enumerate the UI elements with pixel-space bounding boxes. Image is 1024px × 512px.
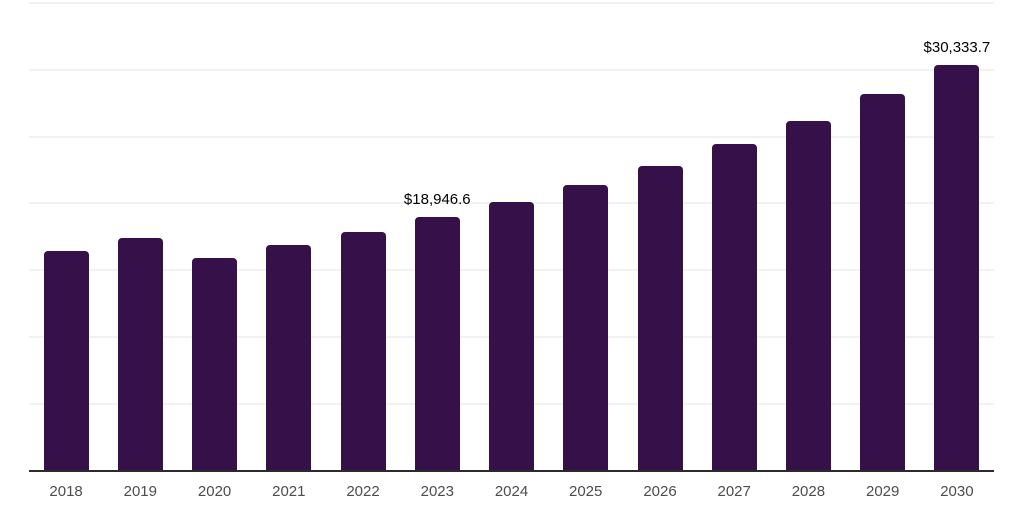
bar-2025	[563, 184, 609, 472]
x-tick-label-2025: 2025	[569, 483, 603, 500]
x-tick-label-2023: 2023	[420, 483, 454, 500]
x-tick-label-2029: 2029	[866, 483, 900, 500]
x-tick-label-2019: 2019	[123, 483, 157, 500]
bar-2022	[340, 231, 386, 472]
x-tick-label-2026: 2026	[643, 483, 677, 500]
x-tick-label-2028: 2028	[791, 483, 826, 500]
x-tick-label-2018: 2018	[49, 483, 83, 500]
x-axis-line	[29, 469, 994, 472]
x-tick-label-2030: 2030	[940, 483, 974, 500]
x-tick-label-2020: 2020	[197, 483, 232, 500]
bar-2030	[934, 65, 980, 472]
x-tick-label-2024: 2024	[494, 483, 529, 500]
bar-2026	[637, 166, 683, 472]
gridline	[29, 68, 994, 71]
x-tick-label-2021: 2021	[272, 483, 306, 500]
bar-2029	[860, 93, 906, 472]
gridline	[29, 2, 994, 4]
bar-2021	[266, 245, 312, 472]
bar-2018	[43, 250, 89, 472]
bar-2024	[489, 201, 534, 472]
bar-2023	[414, 217, 460, 472]
bar-2027	[711, 143, 757, 472]
bar-2028	[785, 121, 831, 472]
gridline	[29, 135, 994, 138]
bar-2020	[192, 257, 238, 472]
x-tick-label-2022: 2022	[346, 483, 380, 500]
data-label-2023: $18,946.6	[403, 191, 471, 209]
bar-2019	[117, 237, 163, 472]
data-label-2030: $30,333.7	[923, 39, 991, 57]
x-tick-label-2027: 2027	[717, 483, 751, 500]
